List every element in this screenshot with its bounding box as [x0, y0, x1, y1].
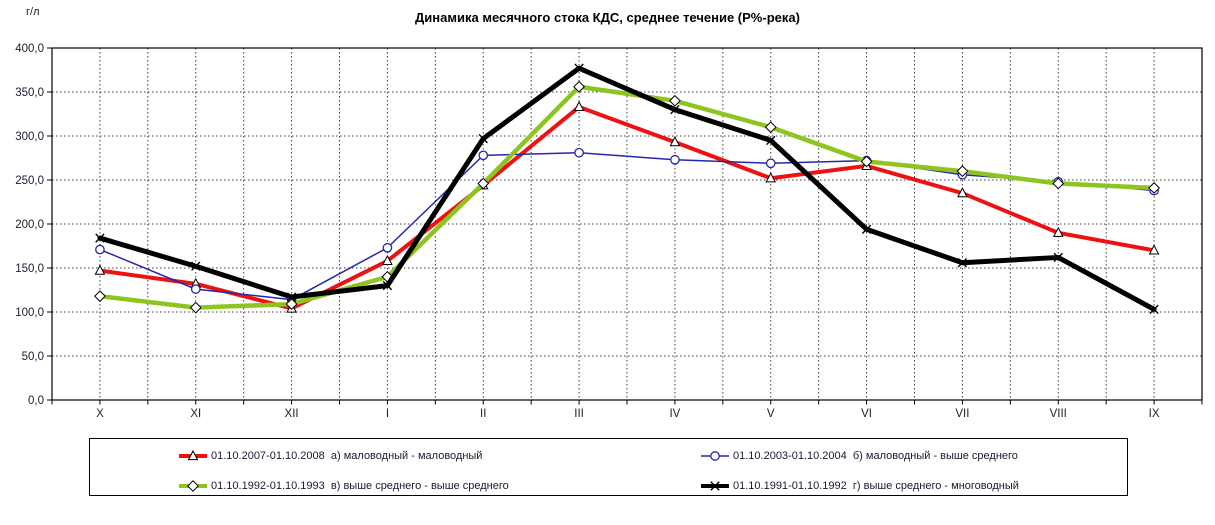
y-tick-label: 300,0: [15, 131, 44, 143]
y-tick-label: 350,0: [15, 87, 44, 99]
legend-item-1991-1992: 01.10.1991-01.10.1992 г) выше среднего -…: [700, 479, 1019, 493]
y-axis-unit-label: г/л: [26, 6, 40, 18]
x-tick-label: XII: [285, 408, 299, 420]
x-tick-label: X: [96, 408, 104, 420]
x-tick-label: II: [480, 408, 486, 420]
legend-sample-2003-2004-icon: [701, 451, 729, 461]
legend-sample-1992-1993-icon: [179, 480, 207, 492]
x-tick-label: VIII: [1050, 408, 1067, 420]
x-tick-label: IV: [669, 408, 680, 420]
gridlines: [52, 48, 1202, 400]
plot-area: 0,0 50,0 100,0 150,0 200,0 250,0 300,0 350,0 400…: [15, 43, 1203, 420]
series-markers-1992-1993: [94, 80, 1160, 314]
legend-label-2003-2004: 01.10.2003-01.10.2004 б) маловодный - вы…: [733, 450, 1018, 462]
y-tick-label: 200,0: [15, 219, 44, 231]
y-tick-label: 400,0: [15, 43, 44, 55]
axis-ticks: [47, 47, 1203, 405]
x-tick-label: III: [574, 408, 584, 420]
series-1992-1993: [94, 80, 1160, 314]
x-tick-label: I: [386, 408, 389, 420]
y-tick-label: 100,0: [15, 307, 44, 319]
legend-label-1991-1992: 01.10.1991-01.10.1992 г) выше среднего -…: [733, 480, 1019, 492]
y-tick-label: 50,0: [22, 351, 44, 363]
legend-sample-1991-1992-icon: [701, 481, 729, 491]
series-line-1992-1993: [97, 84, 1157, 310]
y-axis-tick-labels: 0,0 50,0 100,0 150,0 200,0 250,0 300,0 350,0 400…: [15, 43, 44, 407]
y-tick-label: 0,0: [28, 395, 44, 407]
x-axis-tick-labels: X XI XII I II III IV V VI VII VIII IX: [96, 408, 1160, 420]
y-tick-label: 150,0: [15, 263, 44, 275]
x-tick-label: VI: [861, 408, 872, 420]
series-1991-1992: [95, 63, 1159, 315]
x-tick-label: IX: [1149, 408, 1160, 420]
legend-item-1992-1993: 01.10.1992-01.10.1993 в) выше среднего -…: [178, 479, 509, 493]
y-tick-label: 250,0: [15, 175, 44, 187]
x-tick-label: V: [767, 408, 775, 420]
legend-label-1992-1993: 01.10.1992-01.10.1993 в) выше среднего -…: [211, 480, 509, 492]
legend-sample-2007-2008-icon: [179, 450, 207, 461]
x-tick-label: VII: [955, 408, 969, 420]
series-line-2003-2004: [99, 151, 1155, 301]
legend-label-2007-2008: 01.10.2007-01.10.2008 а) маловодный - ма…: [211, 450, 483, 462]
x-tick-label: XI: [190, 408, 201, 420]
chart-title: Динамика месячного стока КДС, среднее те…: [415, 10, 800, 25]
series-line-1991-1992: [97, 65, 1157, 312]
series-markers-1991-1992: [95, 63, 1159, 315]
legend: 01.10.2007-01.10.2008 а) маловодный - ма…: [89, 438, 1128, 496]
legend-item-2007-2008: 01.10.2007-01.10.2008 а) маловодный - ма…: [178, 449, 482, 463]
legend-item-2003-2004: 01.10.2003-01.10.2004 б) маловодный - вы…: [700, 449, 1018, 463]
